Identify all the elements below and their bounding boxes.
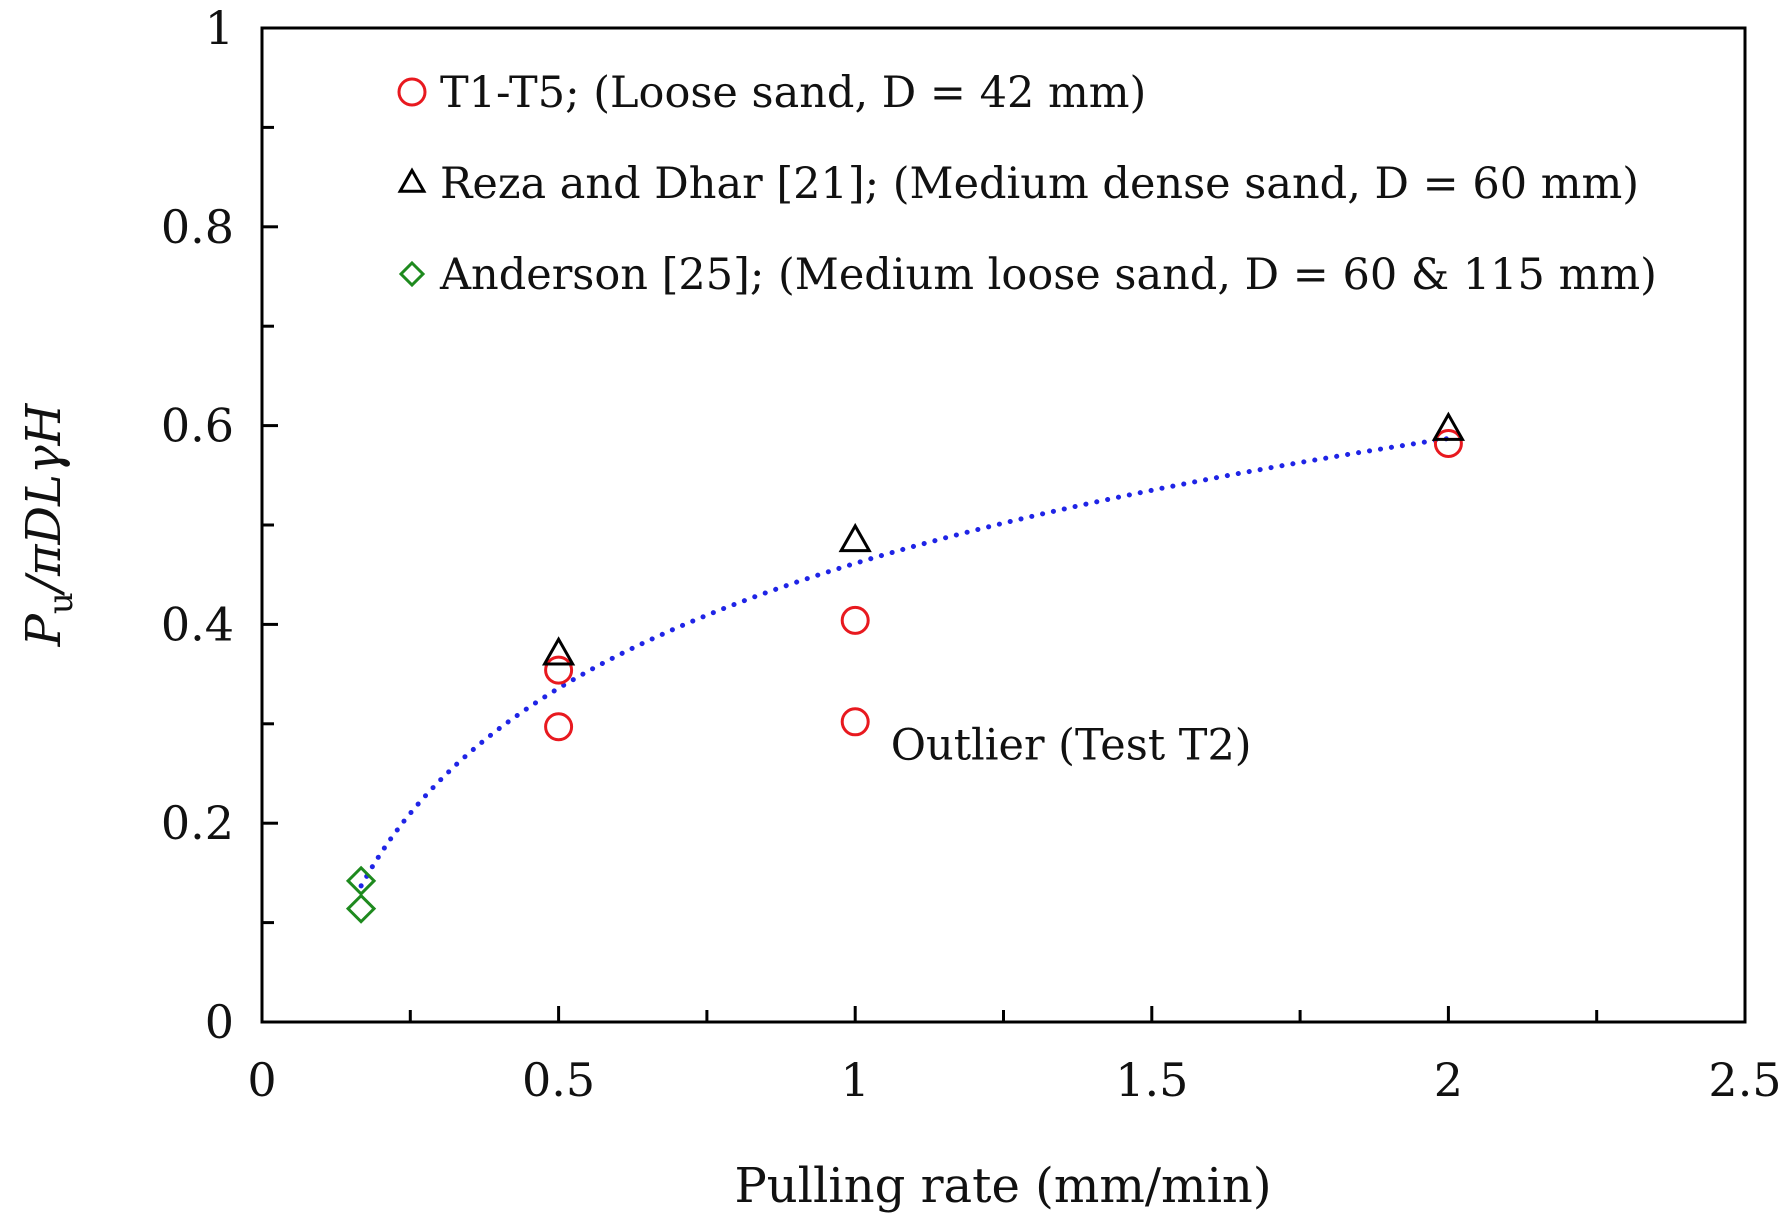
circle-marker-series-1 — [544, 712, 574, 742]
y-tick-label: 0 — [205, 995, 234, 1049]
legend: T1-T5; (Loose sand, D = 42 mm) Reza and D… — [397, 68, 1657, 300]
y-axis-title-rest: /πDLγH — [16, 402, 72, 596]
x-tick-label: 0 — [247, 1053, 276, 1107]
circle-marker-series-1 — [1433, 428, 1463, 458]
legend-diamond-icon — [398, 260, 426, 288]
triangle-marker-series-2 — [1431, 411, 1466, 441]
plot-area — [260, 26, 1747, 1024]
circle-marker-series-1 — [840, 605, 870, 635]
x-tick-label: 1.5 — [1115, 1053, 1188, 1107]
y-tick-label: 0.4 — [161, 597, 234, 651]
x-tick-label: 1 — [841, 1053, 870, 1107]
y-axis-title: Pu/πDLγH — [16, 402, 81, 647]
outlier-annotation: Outlier (Test T2) — [891, 721, 1252, 771]
x-tick-label: 0.5 — [522, 1053, 595, 1107]
trendline — [358, 436, 1451, 889]
y-axis-title-main: P — [16, 613, 72, 647]
x-axis-title: Pulling rate (mm/min) — [734, 1158, 1271, 1214]
legend-triangle-icon — [397, 167, 427, 193]
legend-label-1: T1-T5; (Loose sand, D = 42 mm) — [440, 68, 1146, 118]
circle-marker-series-1 — [840, 707, 870, 737]
x-tick-label: 2.5 — [1708, 1053, 1781, 1107]
y-axis-title-sub: u — [41, 592, 81, 614]
y-tick-label: 0.8 — [161, 200, 234, 254]
triangle-marker-series-2 — [838, 522, 872, 553]
legend-circle-icon — [397, 77, 427, 107]
axis-ticks: 0 0.5 1 1.5 2 2.5 0 0.2 0.4 0.6 0.8 1 — [161, 1, 1782, 1107]
legend-label-3: Anderson [25]; (Medium loose sand, D = 6… — [439, 250, 1657, 300]
legend-label-2: Reza and Dhar [21]; (Medium dense sand, … — [440, 159, 1639, 209]
trendline-group — [358, 436, 1451, 889]
data-markers — [345, 411, 1466, 924]
triangle-marker-series-2 — [541, 636, 576, 666]
y-tick-label: 1 — [205, 1, 234, 55]
circle-marker-series-1 — [544, 655, 574, 685]
y-tick-label: 0.2 — [161, 796, 234, 850]
y-tick-label: 0.6 — [161, 399, 234, 453]
x-tick-label: 2 — [1434, 1053, 1463, 1107]
diamond-marker-series-3 — [345, 893, 377, 924]
